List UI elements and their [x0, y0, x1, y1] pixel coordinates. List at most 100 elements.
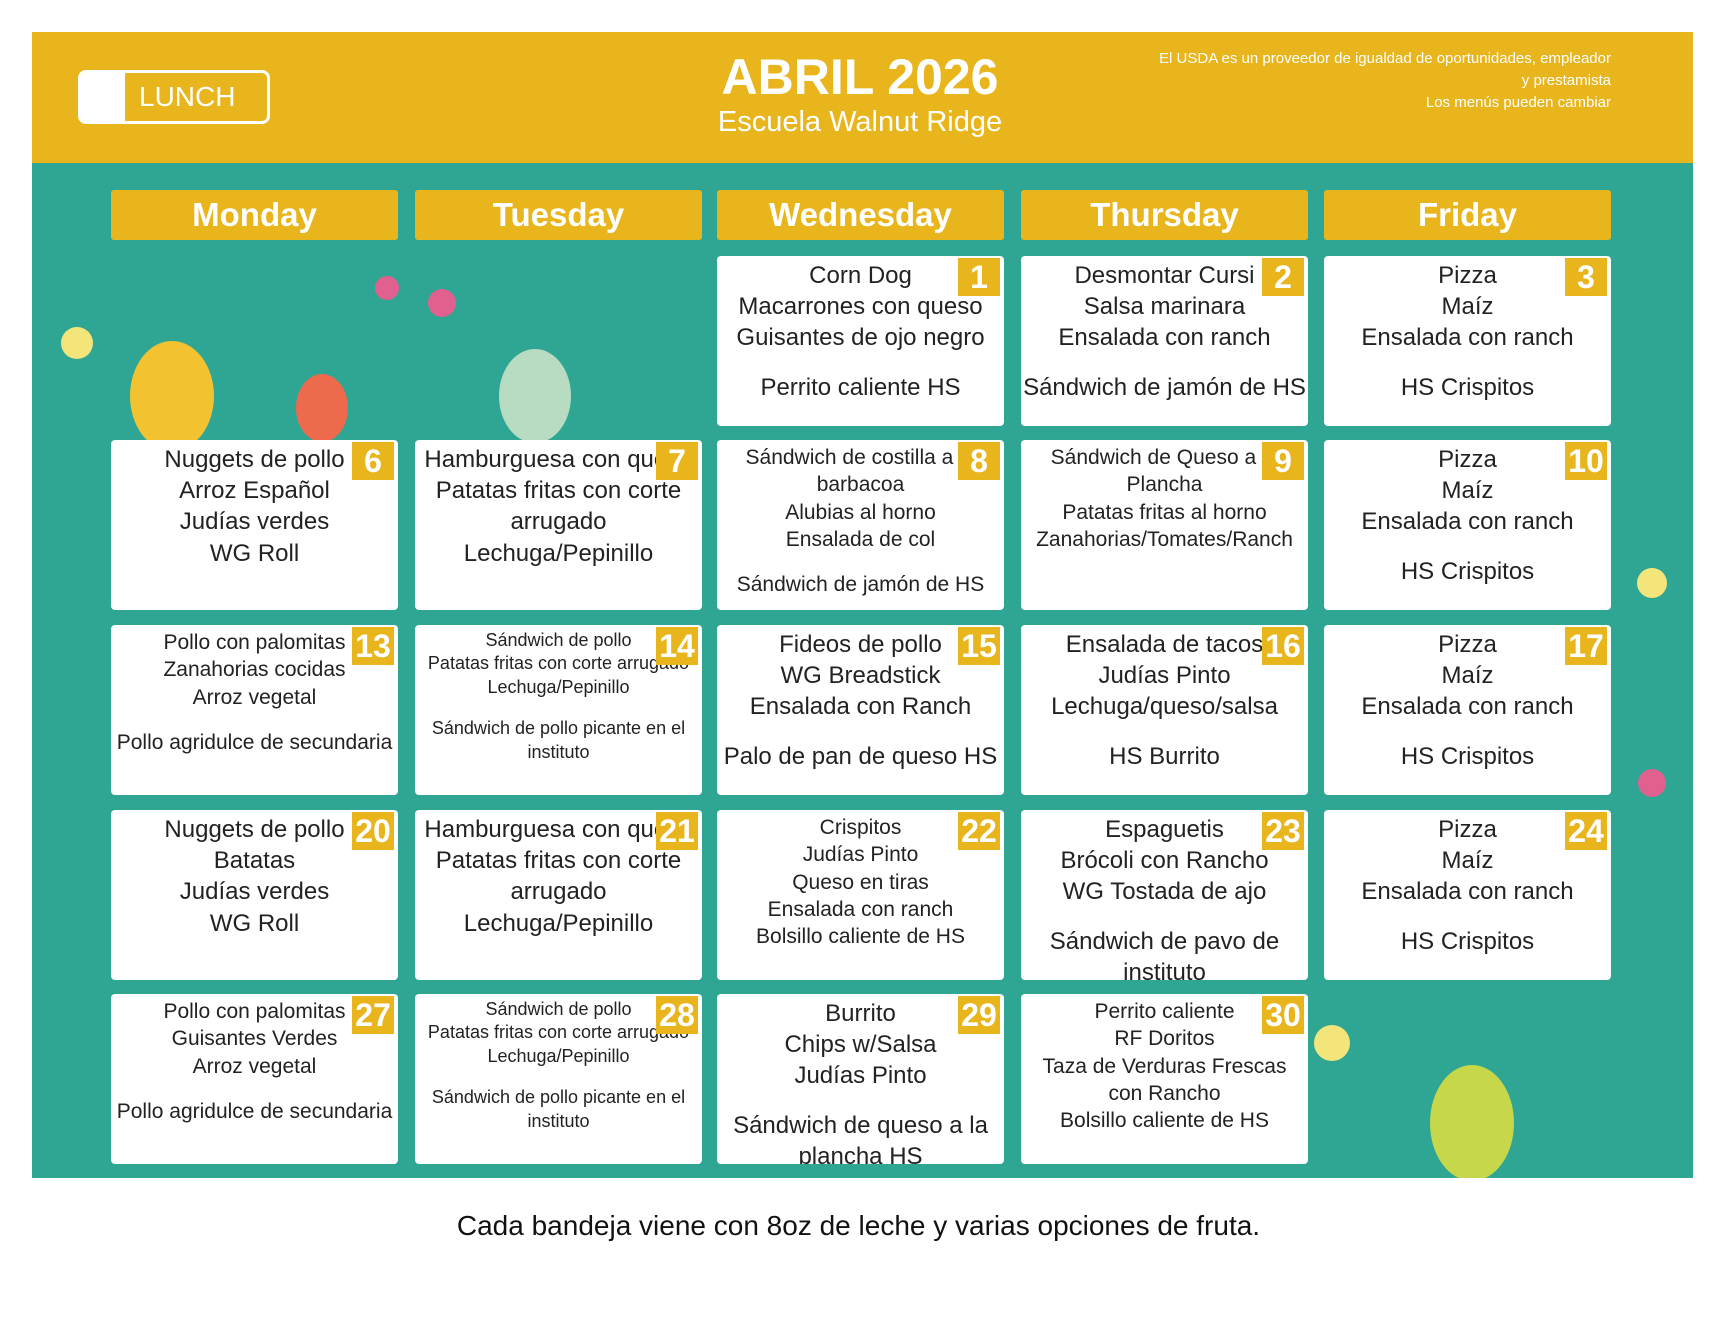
menu-item: Guisantes Verdes — [171, 1027, 338, 1051]
menu-item: Arroz vegetal — [192, 685, 317, 709]
menu-cell: 16 Ensalada de tacos Judías Pinto Lechuga/q… — [1021, 625, 1308, 795]
hs-item: Perrito caliente HS — [760, 373, 961, 401]
egg — [499, 349, 571, 443]
egg — [296, 374, 348, 442]
day-header: Tuesday — [415, 190, 702, 240]
menu-item: Salsa marinara — [1083, 293, 1246, 321]
menu-item: Lechuga/Pepinillo — [463, 909, 654, 937]
menu-item: Ensalada con ranch — [1361, 878, 1574, 906]
menu-item: WG Breadstick — [780, 662, 941, 690]
menu-cell: 20 Nuggets de pollo Batatas Judías verdes WG… — [111, 810, 398, 980]
menu-item: Lechuga/Pepinillo — [487, 676, 630, 697]
menu-item: Pollo con palomitas — [163, 1000, 346, 1023]
menu-cell: 3 Pizza Maíz Ensalada con ranch HS Crispitos — [1324, 256, 1611, 426]
menu-item: Guisantes de ojo negro — [736, 324, 985, 352]
menu-item: Pizza — [1438, 262, 1497, 289]
day-number: 6 — [352, 442, 394, 480]
menu-item: Patatas fritas al horno — [1062, 500, 1267, 524]
menu-item: Arroz Español — [179, 477, 330, 505]
flower — [428, 289, 456, 317]
day-number: 3 — [1565, 258, 1607, 296]
banner — [32, 32, 1693, 163]
hs-item: Sándwich de jamón de HS — [1023, 373, 1306, 401]
menu-item: Corn Dog — [809, 262, 912, 289]
day-number: 13 — [352, 627, 394, 665]
menu-item: Perrito caliente — [1094, 1000, 1235, 1023]
menu-item: WG Roll — [209, 909, 300, 937]
menu-item: Ensalada de tacos — [1065, 631, 1264, 658]
logo: LUNCH — [78, 70, 270, 124]
hs-item: HS Crispitos — [1400, 557, 1535, 585]
footer: Cada bandeja viene con 8oz de leche y va… — [456, 1210, 1261, 1241]
day-header: Wednesday — [717, 190, 1004, 240]
menu-item: Lechuga/Pepinillo — [463, 539, 654, 567]
menu-cell: 30 Perrito caliente RF Doritos Taza de Verd… — [1021, 994, 1308, 1164]
menu-cell: 6 Nuggets de pollo Arroz Español Judías ver… — [111, 440, 398, 610]
hs-item: Pollo agridulce de secundaria — [116, 730, 393, 754]
day-number: 28 — [656, 996, 698, 1034]
menu-cell: 29 Burrito Chips w/Salsa Judías Pinto Sándwi… — [717, 994, 1004, 1164]
egg — [130, 341, 214, 451]
flower — [61, 327, 93, 359]
menu-cell: 24 Pizza Maíz Ensalada con ranch HS Crispito… — [1324, 810, 1611, 980]
menu-item: Maíz — [1441, 477, 1494, 505]
menu-item: Ensalada con ranch — [1361, 693, 1574, 721]
day-number: 22 — [958, 812, 1000, 850]
menu-item: Lechuga/queso/salsa — [1051, 693, 1278, 721]
menu-item: Pollo con palomitas — [163, 631, 346, 654]
menu-item: Judías verdes — [179, 508, 330, 536]
menu-item: Taza de Verduras Frescas con Rancho — [1042, 1054, 1287, 1105]
menu-item: Judías Pinto — [802, 843, 919, 867]
menu-item: Patatas fritas con corte arrugado — [435, 477, 682, 536]
day-number: 2 — [1262, 258, 1304, 296]
hs-item: HS Burrito — [1109, 742, 1220, 770]
flower — [1314, 1025, 1350, 1061]
menu-item: Ensalada con ranch — [767, 897, 954, 921]
menu-item: Patatas fritas con corte arrugado — [427, 653, 690, 674]
day-number: 14 — [656, 627, 698, 665]
hs-item: Sándwich de pollo picante en el institut… — [431, 1087, 686, 1131]
hs-item: HS Crispitos — [1400, 373, 1535, 401]
title: ABRIL 2026 — [721, 49, 999, 105]
hs-item: Sándwich de pollo picante en el institut… — [431, 718, 686, 762]
flower — [1638, 769, 1666, 797]
hs-item: HS Crispitos — [1400, 927, 1535, 955]
day-number: 23 — [1262, 812, 1304, 850]
menu-item: Maíz — [1441, 293, 1494, 321]
menu-item: Fideos de pollo — [779, 631, 942, 658]
note: El USDA es un proveedor de igualdad de o… — [1159, 50, 1611, 89]
day-header: Friday — [1324, 190, 1611, 240]
menu-item: Zanahorias cocidas — [163, 658, 346, 682]
logo-text: LUNCH — [139, 81, 236, 112]
menu-item: Ensalada con ranch — [1361, 324, 1574, 352]
menu-cell: 14 Sándwich de pollo Patatas fritas con co… — [415, 625, 702, 795]
menu-item: Patatas fritas con corte arrugado — [435, 847, 682, 906]
hs-item: Sándwich de pavo de instituto — [1049, 927, 1280, 980]
day-number: 17 — [1565, 627, 1607, 665]
day-number: 7 — [656, 442, 698, 480]
menu-item: Sándwich de Queso a la Plancha — [1050, 446, 1279, 497]
menu-item: Judías Pinto — [1098, 662, 1231, 690]
menu-item: Lechuga/Pepinillo — [487, 1045, 630, 1066]
day-number: 16 — [1262, 627, 1304, 665]
menu-item: Arroz vegetal — [192, 1054, 317, 1078]
egg — [1430, 1065, 1514, 1178]
menu-item: RF Doritos — [1114, 1027, 1215, 1051]
menu-item: WG Roll — [209, 539, 300, 567]
day-number: 29 — [958, 996, 1000, 1034]
menu-cell: 8 Sándwich de costilla a la barbacoa Alubi… — [717, 440, 1004, 610]
menu-item: Judías verdes — [179, 878, 330, 906]
menu-item: Queso en tiras — [792, 870, 929, 894]
flower — [375, 276, 399, 300]
menu-item: Hamburguesa con queso — [424, 816, 693, 843]
menu-cell: 15 Fideos de pollo WG Breadstick Ensalada c… — [717, 625, 1004, 795]
menu-item: Ensalada con ranch — [1058, 324, 1271, 352]
hs-item: Palo de pan de queso HS — [723, 742, 998, 770]
day-number: 10 — [1565, 442, 1607, 480]
day-header: Monday — [111, 190, 398, 240]
menu-item: Maíz — [1441, 662, 1494, 690]
menu-cell: 1 Corn Dog Macarrones con queso Guisantes d… — [717, 256, 1004, 426]
menu-cell: 2 Desmontar Cursi Salsa marinara Ensalada c… — [1021, 256, 1308, 426]
note: Los menús pueden cambiar — [1425, 94, 1611, 111]
